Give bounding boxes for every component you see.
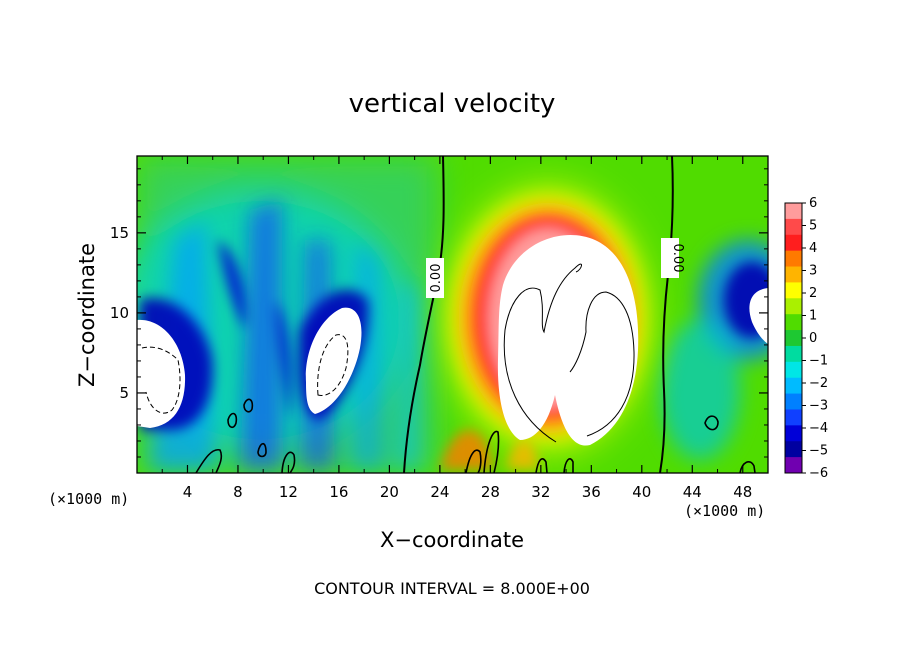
colorbar-label: 6 [809,196,817,211]
colorbar-swatch [785,203,802,220]
y-tick-label: 15 [110,224,129,242]
x-tick-label: 8 [233,483,243,501]
colorbar-swatch [785,345,802,363]
y-tick-label: 10 [110,304,129,322]
colorbar-label: 3 [809,264,817,279]
x-axis-label: X−coordinate [380,528,524,552]
colorbar-swatch [785,314,802,331]
colorbar-swatch [785,266,802,283]
colorbar-label: −5 [809,444,828,459]
colorbar-label: −6 [809,466,828,481]
colorbar-label: −2 [809,376,828,391]
colorbar-swatch [785,409,802,426]
colorbar-label: 4 [809,241,817,256]
colorbar-label: −3 [809,399,828,414]
colorbar-swatch [785,250,802,268]
y-axis-label: Z−coordinate [75,243,99,387]
x-tick-label: 44 [683,483,702,501]
contour-label-group [426,238,679,298]
colorbar-label: 0 [809,331,817,346]
contour-interval-label: CONTOUR INTERVAL = 8.000E+00 [314,579,590,598]
colorbar-label: 5 [809,219,817,234]
x-tick-label: 48 [733,483,752,501]
colorbar-swatch [785,282,802,299]
x-tick-label: 12 [279,483,298,501]
x-tick-label: 24 [430,483,449,501]
x-axis: 4 8 12 16 20 24 28 32 36 40 44 48 [161,156,752,501]
x-tick-label: 4 [183,483,193,501]
x-tick-label: 20 [380,483,399,501]
colorbar-label: 1 [809,309,817,324]
contour-label: 0.00 [429,264,444,293]
x-tick-label: 16 [329,483,348,501]
x-tick-label: 32 [531,483,550,501]
colorbar-label: 2 [809,286,817,301]
x-unit-label-left: (×1000 m) [48,490,129,508]
colorbar-swatch [785,425,802,442]
colorbar-swatch [785,393,802,410]
colorbar-swatch [785,218,802,236]
x-tick-label: 36 [582,483,601,501]
x-tick-label: 40 [632,483,651,501]
colorbar-swatch [785,298,802,315]
colorbar-swatch [785,234,802,252]
chart-title: vertical velocity [349,89,556,119]
colorbar-swatch [785,457,802,474]
contour-lines [141,156,756,473]
y-axis: 5 10 15 [110,168,768,458]
colorbar-swatch [785,441,802,458]
colorbar-swatch [785,330,802,347]
colorbar-label: −4 [809,421,828,436]
heatmap-field [137,156,768,473]
plot-frame [136,155,769,474]
colorbar-swatch [785,361,802,379]
contour-label: 0.00 [670,244,685,273]
x-tick-label: 28 [481,483,500,501]
colorbar-swatch [785,377,802,395]
y-tick-label: 5 [119,384,129,402]
colorbar-label: −1 [809,354,828,369]
x-unit-label-right: (×1000 m) [684,502,765,520]
colorbar: 6 5 4 3 2 1 0 −1 −2 −3 −4 −5 −6 [784,196,828,481]
